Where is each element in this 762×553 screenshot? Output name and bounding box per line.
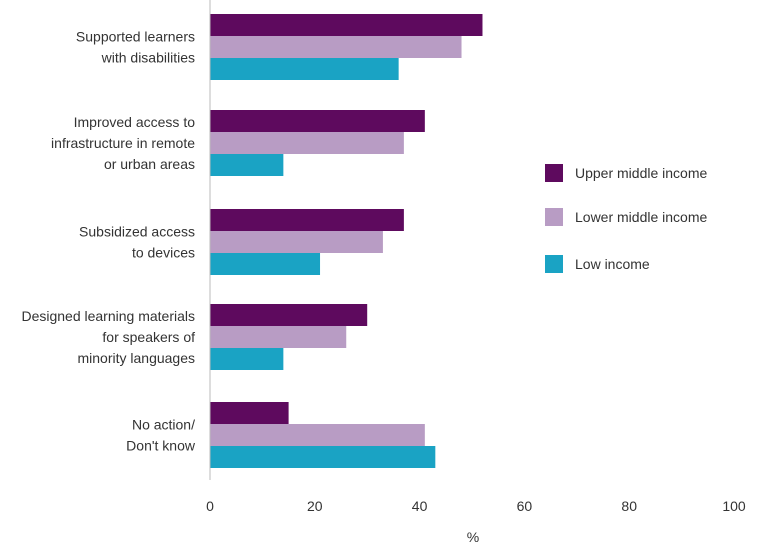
bar-low-income-2	[210, 253, 321, 275]
category-label-line: No action/	[132, 417, 195, 433]
bar-lower-middle-income-3	[210, 326, 347, 348]
bar-upper-middle-income-2	[210, 209, 404, 231]
x-tick-label-20: 20	[307, 498, 323, 514]
category-label-line: Don't know	[126, 438, 196, 454]
category-label-line: for speakers of	[102, 329, 195, 345]
bar-lower-middle-income-2	[210, 231, 383, 253]
bar-upper-middle-income-3	[210, 304, 368, 326]
category-label-line: minority languages	[77, 350, 195, 366]
legend: Upper middle income Lower middle income Lo…	[545, 164, 707, 273]
legend-label-lower-middle-income: Lower middle income	[575, 209, 707, 225]
bar-low-income-3	[210, 348, 284, 370]
bar-low-income-0	[210, 58, 399, 80]
category-label-1: Improved access to infrastructure in remo…	[51, 114, 195, 172]
bar-lower-middle-income-4	[210, 424, 425, 446]
x-tick-label-60: 60	[517, 498, 533, 514]
bar-upper-middle-income-4	[210, 402, 289, 424]
bar-upper-middle-income-1	[210, 110, 425, 132]
category-label-line: Subsidized access	[79, 224, 195, 240]
x-tick-label-80: 80	[621, 498, 637, 514]
bar-lower-middle-income-1	[210, 132, 404, 154]
bar-lower-middle-income-0	[210, 36, 462, 58]
category-label-2: Subsidized access to devices	[79, 224, 195, 261]
bar-low-income-1	[210, 154, 284, 176]
category-label-line: Supported learners	[76, 29, 195, 45]
bars-group	[210, 14, 483, 468]
category-label-0: Supported learners with disabilities	[76, 29, 195, 66]
legend-swatch-upper-middle-income	[545, 164, 563, 182]
legend-label-low-income: Low income	[575, 256, 650, 272]
x-axis-ticks: 0 20 40 60 80 100	[206, 498, 746, 514]
category-labels: Supported learners with disabilities Impro…	[21, 29, 195, 454]
category-label-4: No action/Don't know	[126, 417, 196, 454]
category-label-line: to devices	[132, 245, 195, 261]
category-label-3: Designed learning materials for speakers …	[21, 308, 195, 366]
bar-upper-middle-income-0	[210, 14, 483, 36]
legend-swatch-low-income	[545, 255, 563, 273]
category-label-line: Improved access to	[74, 114, 196, 130]
x-tick-label-0: 0	[206, 498, 214, 514]
x-axis-title: %	[467, 529, 479, 545]
category-label-line: Designed learning materials	[21, 308, 195, 324]
category-label-line: infrastructure in remote	[51, 135, 195, 151]
bar-low-income-4	[210, 446, 436, 468]
x-tick-label-40: 40	[412, 498, 428, 514]
legend-label-upper-middle-income: Upper middle income	[575, 165, 707, 181]
legend-swatch-lower-middle-income	[545, 208, 563, 226]
x-tick-label-100: 100	[722, 498, 746, 514]
category-label-line: or urban areas	[104, 156, 195, 172]
category-label-line: with disabilities	[101, 50, 195, 66]
